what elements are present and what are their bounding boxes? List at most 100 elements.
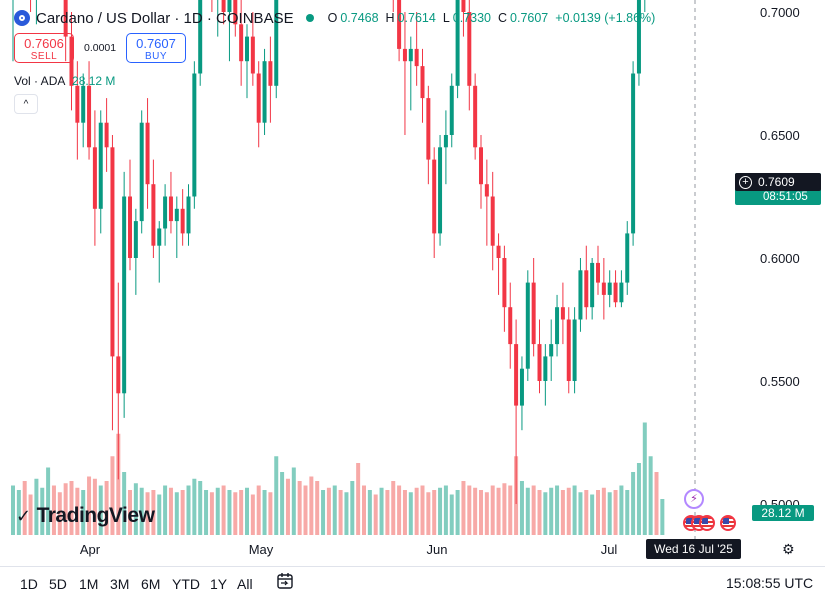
candle xyxy=(572,307,577,394)
candle-body xyxy=(268,61,273,86)
volume-bar xyxy=(525,487,530,535)
volume-bar xyxy=(613,490,618,535)
price-tick-label: 0.6500 xyxy=(760,128,800,143)
volume-bar xyxy=(98,485,103,535)
volume-bar xyxy=(642,422,647,535)
candle xyxy=(514,319,519,504)
volume-bar xyxy=(262,490,267,535)
candle xyxy=(613,270,618,308)
candle xyxy=(139,110,144,234)
volume-bar xyxy=(75,487,80,535)
sell-button[interactable]: 0.7606 SELL xyxy=(14,33,74,63)
spread-value: 0.0001 xyxy=(84,42,117,54)
timeframe-1y[interactable]: 1Y xyxy=(210,576,228,592)
candle-body xyxy=(397,0,402,49)
symbol-title[interactable]: Cardano / US Dollar · 1D · COINBASE xyxy=(36,9,294,27)
timeframe-ytd[interactable]: YTD xyxy=(172,576,200,592)
timeframe-1m[interactable]: 1M xyxy=(79,576,99,592)
tradingview-logo[interactable]: ✓ TradingView xyxy=(16,504,155,528)
candle-body xyxy=(92,147,97,209)
candle xyxy=(455,0,460,99)
low-label: L xyxy=(442,11,450,25)
volume-bar xyxy=(168,487,173,535)
volume-bar xyxy=(256,485,261,535)
candle xyxy=(239,0,244,86)
candle-body xyxy=(473,85,478,148)
volume-bar xyxy=(250,494,255,535)
volume-bar xyxy=(461,481,466,535)
timeframe-3m[interactable]: 3M xyxy=(110,576,130,592)
candle xyxy=(186,184,191,246)
volume-bar xyxy=(631,472,636,535)
plus-circle-icon[interactable]: + xyxy=(739,175,752,189)
volume-bar xyxy=(549,487,554,535)
open-label: O xyxy=(327,11,338,25)
volume-bar xyxy=(555,485,560,535)
candle xyxy=(461,0,466,37)
volume-label: Vol · ADA xyxy=(14,74,65,88)
volume-bar xyxy=(496,487,501,535)
volume-bar xyxy=(92,478,97,535)
volume-bar xyxy=(239,490,244,535)
volume-bar xyxy=(104,481,109,535)
utc-clock[interactable]: 15:08:55 UTC xyxy=(726,575,814,591)
candle xyxy=(87,61,92,160)
volume-bar xyxy=(40,487,45,535)
candle xyxy=(397,0,402,62)
bottom-toolbar: 1D 5D 1M 3M 6M YTD 1Y All xyxy=(0,566,825,605)
candle xyxy=(449,73,454,148)
candle xyxy=(601,258,606,320)
us-flag-event-icon[interactable] xyxy=(720,515,736,531)
volume-bar xyxy=(490,485,495,535)
timeframe-all[interactable]: All xyxy=(237,576,253,592)
volume-bar xyxy=(449,494,454,535)
date-range-calendar-icon[interactable] xyxy=(276,572,294,590)
last-price-tag[interactable]: + 0.7609 08:51:05 xyxy=(735,173,821,205)
timeframe-5d[interactable]: 5D xyxy=(49,576,67,592)
candlesticks xyxy=(12,0,646,504)
candle-body xyxy=(174,208,179,222)
candle xyxy=(92,110,97,246)
volume-bar xyxy=(356,463,361,535)
candle xyxy=(408,36,413,111)
cardano-icon xyxy=(14,10,30,26)
time-axis: Apr May Jun Jul xyxy=(80,542,618,557)
timeframe-1d[interactable]: 1D xyxy=(20,576,38,592)
volume-bar xyxy=(473,487,478,535)
collapse-legend-button[interactable]: ^ xyxy=(14,94,38,114)
volume-bar xyxy=(636,463,641,535)
brand-name: TradingView xyxy=(36,504,155,527)
volume-bar xyxy=(174,492,179,535)
buy-price: 0.7607 xyxy=(136,36,176,51)
candle-body xyxy=(133,221,138,258)
gear-icon[interactable]: ⚙ xyxy=(782,541,795,557)
candle-body xyxy=(414,48,419,67)
candle xyxy=(636,0,641,86)
candle xyxy=(81,73,86,148)
tradingview-mark-icon: ✓ xyxy=(16,505,31,526)
lightning-event-icon[interactable]: ⚡ xyxy=(684,489,704,509)
volume-bar xyxy=(373,494,378,535)
volume-bar xyxy=(297,481,302,535)
volume-bar xyxy=(291,467,296,535)
volume-bar xyxy=(163,485,168,535)
candle-body xyxy=(110,147,115,357)
candle-body xyxy=(198,0,203,74)
timeframe-6m[interactable]: 6M xyxy=(141,576,161,592)
candle-body xyxy=(572,319,577,381)
volume-bar xyxy=(204,490,209,535)
volume-bar xyxy=(426,492,431,535)
volume-bar xyxy=(157,494,162,535)
volume-bar xyxy=(344,492,349,535)
buy-button[interactable]: 0.7607 BUY xyxy=(126,33,186,63)
candle xyxy=(116,282,121,480)
volume-bar xyxy=(315,481,320,535)
candle xyxy=(531,258,536,357)
volume-legend[interactable]: Vol · ADA 28.12 M xyxy=(14,74,115,88)
time-tick-label: Jun xyxy=(427,542,448,557)
volume-bar xyxy=(537,490,542,535)
candle-body xyxy=(584,270,589,308)
price-axis: 0.90000.85000.80000.75000.70000.65000.60… xyxy=(760,5,800,512)
us-flag-event-icon[interactable] xyxy=(699,515,715,531)
